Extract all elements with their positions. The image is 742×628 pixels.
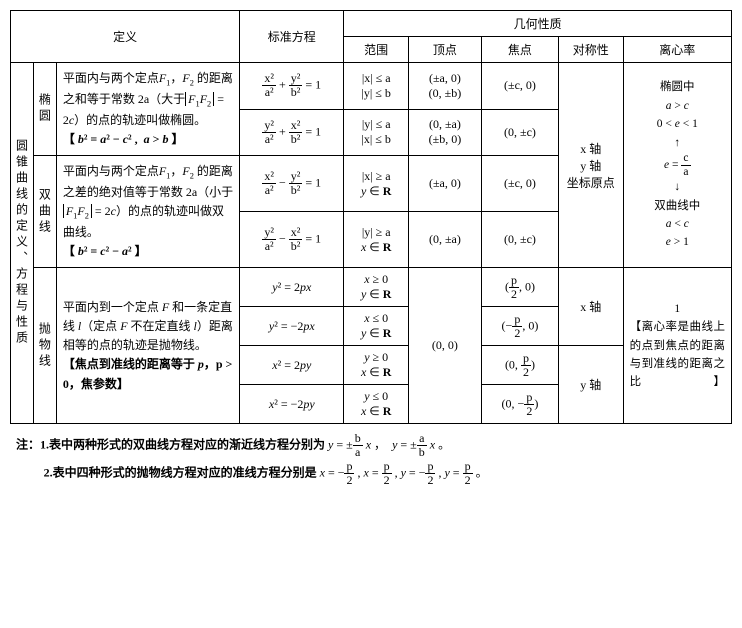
hyperbola-eq1: x²a² − y²b² = 1 bbox=[240, 156, 344, 212]
hyperbola-definition: 平面内与两个定点F1，F2 的距离之差的绝对值等于常数 2a（小于F1F2 = … bbox=[56, 156, 239, 268]
parabola-sym-x: x 轴 bbox=[558, 268, 623, 346]
hyperbola-range1: |x| ≥ ay ∈ R bbox=[344, 156, 409, 212]
parabola-range3: y ≥ 0x ∈ R bbox=[344, 346, 409, 385]
ellipse-eq2: y²a² + x²b² = 1 bbox=[240, 109, 344, 156]
hyperbola-focus1: (±c, 0) bbox=[481, 156, 558, 212]
parabola-focus4: (0, −p2) bbox=[481, 385, 558, 424]
parabola-vertex: (0, 0) bbox=[408, 268, 481, 424]
text: 平面内与两个定点 bbox=[63, 71, 159, 85]
ellipse-range1: |x| ≤ a|y| ≤ b bbox=[344, 63, 409, 110]
conic-table: 定义 标准方程 几何性质 范围 顶点 焦点 对称性 离心率 圆锥曲线的定义、方程… bbox=[10, 10, 732, 424]
text: 2a bbox=[138, 92, 149, 106]
ellipse-note: 【 b² = a² − c² , a > b 】 bbox=[63, 132, 184, 146]
hyperbola-focus2: (0, ±c) bbox=[481, 212, 558, 268]
hyperbola-vertex2: (0, ±a) bbox=[408, 212, 481, 268]
ellipse-label: 椭圆 bbox=[33, 63, 56, 156]
parabola-eq1: y² = 2px bbox=[240, 268, 344, 307]
ellipse-focus1: (±c, 0) bbox=[481, 63, 558, 110]
side-main-label: 圆锥曲线的定义、方程与性质 bbox=[11, 63, 34, 424]
hyperbola-eq2: y²a² − x²b² = 1 bbox=[240, 212, 344, 268]
note-2: 2.表中四种形式的抛物线方程对应的准线方程分别是 x = −p2 , x = p… bbox=[16, 460, 726, 487]
parabola-eq3: x² = 2py bbox=[240, 346, 344, 385]
ellipse-range2: |y| ≤ a|x| ≤ b bbox=[344, 109, 409, 156]
parabola-range4: y ≤ 0x ∈ R bbox=[344, 385, 409, 424]
note-1: 注：1.表中两种形式的双曲线方程对应的渐近线方程分别为 y = ±ba x ， … bbox=[16, 432, 726, 459]
eccentricity-eh: 椭圆中 a > c 0 < e < 1 ↑ e = ca ↓ 双曲线中 a < … bbox=[623, 63, 731, 268]
parabola-range1: x ≥ 0y ∈ R bbox=[344, 268, 409, 307]
parabola-eq4: x² = −2py bbox=[240, 385, 344, 424]
header-eccentricity: 离心率 bbox=[623, 37, 731, 63]
header-symmetry: 对称性 bbox=[558, 37, 623, 63]
parabola-eq2: y² = −2px bbox=[240, 307, 344, 346]
parabola-focus2: (−p2, 0) bbox=[481, 307, 558, 346]
parabola-range2: x ≤ 0y ∈ R bbox=[344, 307, 409, 346]
parabola-focus3: (0, p2) bbox=[481, 346, 558, 385]
hyperbola-vertex1: (±a, 0) bbox=[408, 156, 481, 212]
ellipse-vertex1: (±a, 0)(0, ±b) bbox=[408, 63, 481, 110]
parabola-focus1: (p2, 0) bbox=[481, 268, 558, 307]
hyperbola-label: 双曲线 bbox=[33, 156, 56, 268]
ellipse-eq1: x²a² + y²b² = 1 bbox=[240, 63, 344, 110]
header-focus: 焦点 bbox=[481, 37, 558, 63]
ellipse-definition: 平面内与两个定点F1，F2 的距离之和等于常数 2a（大于F1F2 = 2c）的… bbox=[56, 63, 239, 156]
parabola-sym-y: y 轴 bbox=[558, 346, 623, 424]
header-range: 范围 bbox=[344, 37, 409, 63]
ellipse-focus2: (0, ±c) bbox=[481, 109, 558, 156]
eq-rhs: = 1 bbox=[305, 78, 321, 92]
notes-section: 注：1.表中两种形式的双曲线方程对应的渐近线方程分别为 y = ±ba x ， … bbox=[10, 424, 732, 495]
parabola-definition: 平面内到一个定点 F 和一条定直线 l（定点 F 不在定直线 l）距离相等的点的… bbox=[56, 268, 239, 424]
text: （大于 bbox=[149, 92, 185, 106]
header-vertex: 顶点 bbox=[408, 37, 481, 63]
header-geo-props: 几何性质 bbox=[344, 11, 732, 37]
header-std-equation: 标准方程 bbox=[240, 11, 344, 63]
eq-rhs: = 1 bbox=[305, 124, 321, 138]
text: ）的点的轨迹叫做椭圆。 bbox=[74, 113, 206, 127]
parabola-label: 抛物线 bbox=[33, 268, 56, 424]
symmetry-eh: x 轴 y 轴 坐标原点 bbox=[558, 63, 623, 268]
hyperbola-range2: |y| ≥ ax ∈ R bbox=[344, 212, 409, 268]
header-definition: 定义 bbox=[11, 11, 240, 63]
parabola-eccentricity: 1 【离心率是曲线上的点到焦点的距离与到准线的距离之比】 bbox=[623, 268, 731, 424]
ellipse-vertex2: (0, ±a)(±b, 0) bbox=[408, 109, 481, 156]
